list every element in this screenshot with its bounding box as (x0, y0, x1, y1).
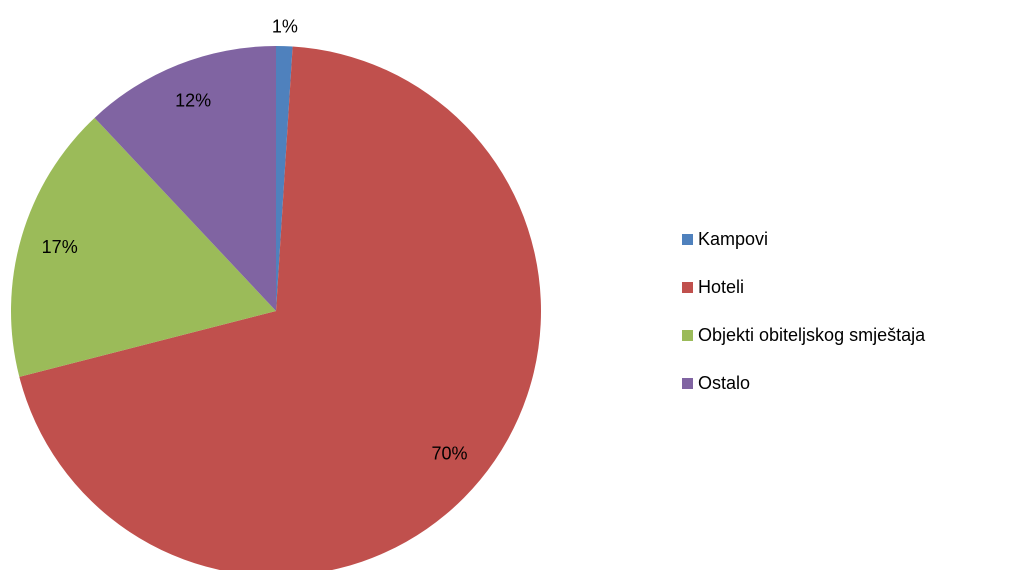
legend-swatch (682, 378, 693, 389)
data-label: 70% (432, 443, 468, 463)
data-label: 1% (272, 16, 298, 36)
pie-slice (11, 117, 277, 377)
data-label: 17% (42, 237, 78, 257)
legend-swatch (682, 234, 693, 245)
pie-slice (19, 46, 541, 570)
legend-label: Objekti obiteljskog smještaja (698, 325, 926, 345)
legend-label: Kampovi (698, 229, 768, 249)
legend-label: Ostalo (698, 373, 750, 393)
legend-label: Hoteli (698, 277, 744, 297)
data-label: 12% (175, 90, 211, 110)
pie-slice (276, 46, 293, 311)
legend-swatch (682, 282, 693, 293)
pie-slice (94, 46, 276, 311)
legend-swatch (682, 330, 693, 341)
